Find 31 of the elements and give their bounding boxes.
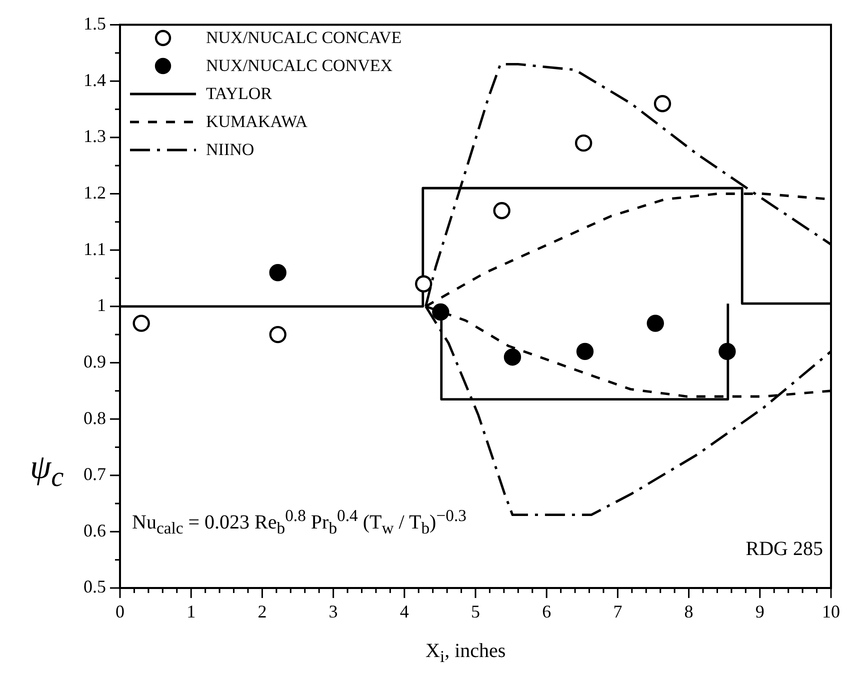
x-tick-label: 2 (258, 602, 267, 622)
x-tick-label: 0 (116, 602, 124, 622)
legend-label: NUX/NUCALC CONVEX (206, 56, 393, 76)
x-tick-label: 10 (822, 602, 840, 622)
legend-label: KUMAKAWA (206, 112, 308, 132)
y-axis-title: ψ$_{c}$ (30, 449, 64, 494)
y-tick-label: 1.5 (84, 14, 106, 34)
legend-label: TAYLOR (206, 84, 272, 104)
y-tick-label: 0.7 (84, 464, 106, 484)
y-tick-label: 0.9 (84, 351, 106, 372)
x-tick-label: 7 (613, 602, 622, 622)
x-tick-label: 4 (400, 602, 409, 622)
x-tick-label: 1 (186, 602, 196, 622)
y-tick-label: 1 (97, 295, 106, 316)
legend-label: NIINO (206, 140, 254, 160)
y-tick-label: 0.8 (84, 408, 106, 428)
y-tick-label: 0.5 (84, 576, 106, 597)
text: Nu$_{calc}$ = 0.023 Re$_{b}$$^{0.8}$ Pr$_{b}$$^{0.4}$ (T$_{w}$ / T$_{b}$)$^{−0.3}$ (132, 506, 466, 538)
y-tick-label: 1.2 (84, 182, 106, 202)
x-tick-label: 9 (755, 602, 764, 622)
annotation: RDG 285 (746, 538, 823, 561)
y-tick-label: 1.3 (84, 126, 106, 146)
x-tick-label: 8 (684, 602, 694, 622)
x-axis-title: X$_{i}$, inches (426, 640, 506, 667)
x-tick-label: 3 (328, 602, 338, 622)
x-tick-label: 5 (471, 602, 480, 622)
y-tick-label: 1.4 (84, 70, 106, 90)
x-tick-label: 6 (542, 602, 552, 622)
legend-label: NUX/NUCALC CONCAVE (206, 28, 402, 48)
y-tick-label: 1.1 (84, 238, 106, 259)
y-tick-label: 0.6 (84, 520, 106, 540)
